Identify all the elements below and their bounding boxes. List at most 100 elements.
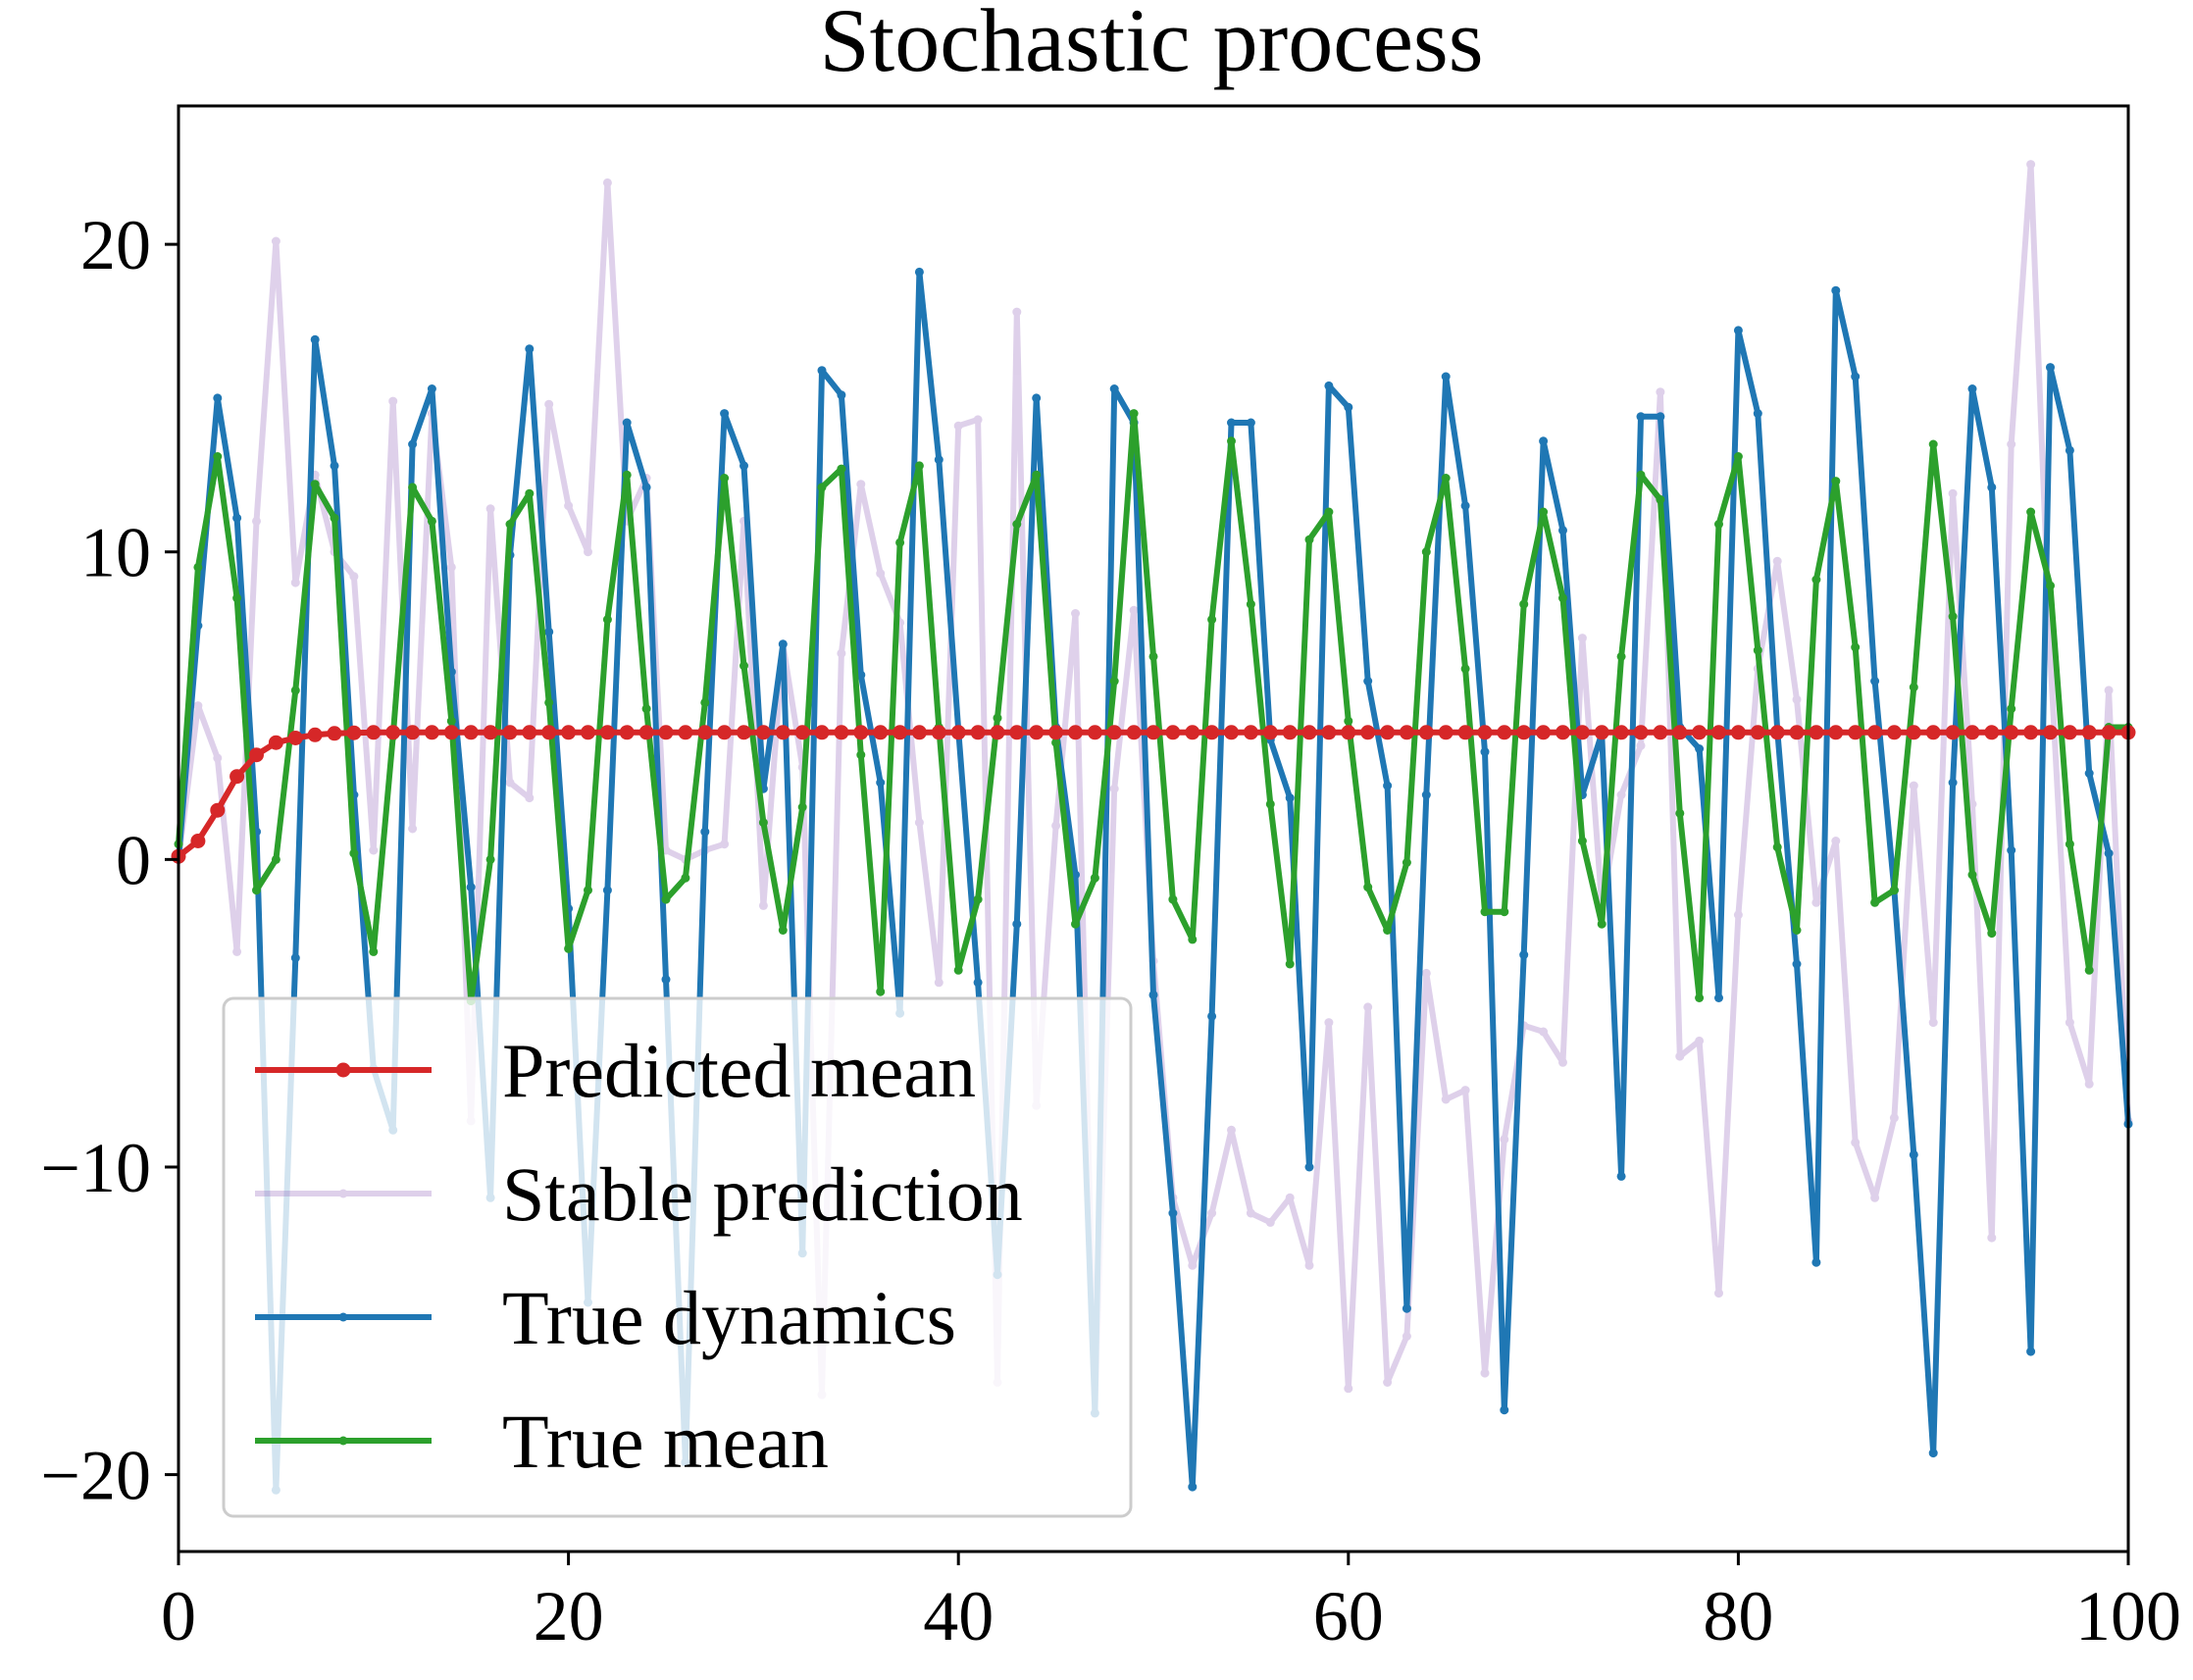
legend-marker [338,1436,348,1446]
data-point [1675,1051,1685,1061]
data-point [1304,535,1314,544]
data-point [1285,793,1295,803]
data-point [1344,402,1353,412]
data-point [2065,445,2074,455]
data-point [1285,1193,1295,1202]
data-point [1148,990,1158,999]
data-point [837,390,846,400]
data-point [1032,393,1042,403]
data-point [1597,919,1606,929]
data-point [427,516,436,526]
data-point [1831,837,1841,845]
data-point [564,501,574,511]
data-point [1460,1086,1470,1095]
data-point [310,334,320,344]
data-point [853,725,869,740]
data-point [2026,160,2036,170]
data-point [271,236,280,246]
data-point [1168,894,1178,904]
x-tick-label: 100 [2075,1577,2181,1655]
data-point [934,455,944,465]
data-point [1090,873,1099,883]
data-point [1753,409,1762,419]
data-point [349,572,359,582]
y-tick-label: −10 [40,1129,151,1207]
legend-item-stable-prediction [255,1189,432,1198]
data-point [290,686,300,695]
data-point [1967,870,1977,880]
data-point [1792,694,1802,704]
data-point [232,513,242,523]
data-point [1246,599,1255,609]
data-point [1733,326,1743,335]
data-point [1539,1027,1549,1037]
data-point [817,483,827,492]
data-point [310,480,320,489]
data-point [1711,725,1726,740]
data-point [327,726,342,741]
data-point [483,725,498,740]
data-point [1539,507,1549,517]
data-point [463,725,479,740]
data-point [775,725,790,740]
data-point [369,845,379,855]
data-point [778,639,788,649]
data-point [700,697,710,707]
data-point [271,854,280,864]
data-point [561,725,577,740]
data-point [2065,1018,2074,1028]
data-point [1146,725,1161,740]
data-point [1460,501,1470,511]
data-point [525,488,535,498]
data-point [1068,725,1083,740]
data-point [408,439,418,449]
data-point [1848,725,1863,740]
data-point [213,753,223,763]
data-point [1087,725,1102,740]
data-point [1224,725,1239,740]
data-point [369,946,379,956]
data-point [1460,664,1470,674]
data-point [446,716,456,726]
data-point [1870,677,1880,686]
data-point [1227,418,1236,428]
data-point [1480,747,1490,757]
data-point [1032,470,1042,480]
data-point [973,415,983,425]
data-point [1012,520,1022,529]
data-point [638,725,654,740]
legend-label: True mean [502,1399,829,1484]
data-point [2007,439,2016,449]
data-point [1207,615,1217,625]
data-point [1539,436,1549,446]
data-point [720,840,730,849]
data-point [1948,612,1958,622]
data-point [1633,725,1649,740]
data-point [1831,285,1841,295]
data-point [700,827,710,837]
data-point [1421,547,1431,557]
data-point [1265,1217,1275,1227]
data-point [1558,593,1567,603]
data-point [1383,1378,1393,1387]
data-point [1243,725,1258,740]
data-point [1577,837,1587,845]
data-point [1909,1149,1918,1159]
data-point [740,661,748,671]
data-point [1441,372,1451,382]
data-point [1556,725,1570,740]
data-point [876,987,886,996]
data-point [446,562,456,572]
data-point [1402,858,1411,867]
data-point [1987,929,1997,939]
data-point [2084,769,2094,778]
data-point [1730,725,1746,740]
data-point [619,725,635,740]
data-point [876,778,886,788]
data-point [544,627,554,636]
data-point [973,894,983,904]
data-point [1188,935,1198,944]
data-point [856,750,866,760]
data-point [641,483,651,492]
data-point [1480,1368,1490,1378]
